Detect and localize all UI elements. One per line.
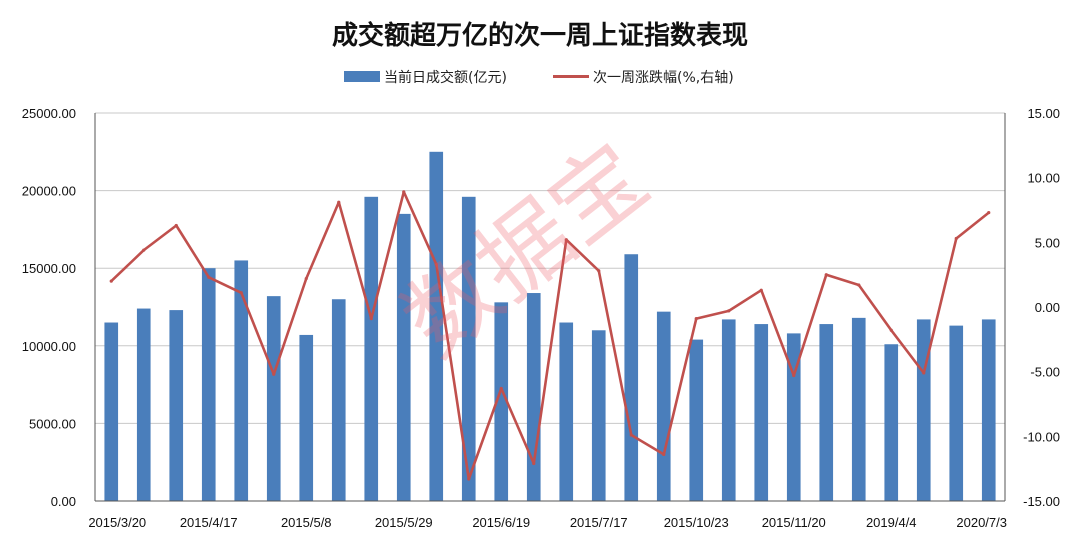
y-right-tick-label: -10.00: [1023, 429, 1060, 444]
line-point: [434, 262, 438, 266]
line-point: [369, 317, 373, 321]
x-tick-label: 2019/4/4: [866, 515, 917, 530]
line-point: [662, 452, 666, 457]
y-left-tick-label: 0.00: [51, 494, 76, 509]
bar: [884, 344, 899, 501]
x-tick-label: 2015/5/29: [375, 515, 433, 530]
y-left-tick-label: 20000.00: [22, 184, 76, 199]
x-tick-label: 2015/11/20: [762, 515, 826, 530]
line-point: [174, 223, 178, 228]
line-point: [207, 275, 211, 279]
line-point: [532, 461, 536, 466]
bar: [851, 317, 866, 501]
line-point: [109, 279, 113, 283]
y-left-tick-label: 25000.00: [22, 106, 76, 121]
y-right-tick-label: 10.00: [1027, 171, 1060, 186]
bar-series: [104, 151, 996, 502]
bar: [656, 311, 671, 501]
y-axis-left-labels: 0.00 5000.00 10000.00 15000.00 20000.00 25000…: [22, 106, 76, 509]
bar: [234, 260, 249, 501]
y-right-tick-label: 0.00: [1035, 300, 1060, 315]
legend-label-turnover: 当前日成交额(亿元): [384, 69, 507, 86]
bar: [624, 254, 639, 501]
line-point: [499, 386, 503, 391]
y-right-tick-label: 15.00: [1027, 106, 1060, 121]
legend-label-weekly-change: 次一周涨跌幅(%,右轴): [593, 70, 734, 86]
bar: [559, 322, 574, 501]
line-point: [337, 200, 341, 204]
bar: [494, 302, 509, 501]
line-point: [304, 276, 308, 281]
y-left-tick-label: 10000.00: [22, 339, 76, 354]
line-point: [142, 248, 146, 252]
x-tick-label: 2020/7/3: [956, 515, 1007, 530]
y-right-tick-label: -5.00: [1030, 365, 1060, 380]
bar: [949, 325, 964, 501]
y-right-tick-label: -15.00: [1023, 494, 1060, 509]
x-axis-labels: 2015/3/20 2015/4/17 2015/5/8 2015/5/29 2015/…: [88, 515, 1007, 530]
line-point: [759, 288, 763, 292]
bar: [169, 310, 184, 501]
bar: [429, 151, 444, 502]
line-series-group: [109, 190, 991, 481]
bar: [786, 333, 801, 501]
weekly-change-line: [110, 190, 990, 481]
bar: [136, 308, 151, 501]
line-point: [629, 433, 633, 437]
line-point: [792, 373, 796, 378]
axes: [94, 113, 1006, 502]
bar: [689, 339, 704, 501]
line-point: [987, 210, 991, 215]
y-right-tick-label: 5.00: [1035, 235, 1060, 250]
line-point: [467, 477, 471, 481]
x-tick-label: 2015/10/23: [664, 515, 729, 530]
bar: [916, 319, 931, 501]
legend: 当前日成交额(亿元) 次一周涨跌幅(%,右轴): [344, 69, 734, 86]
x-tick-label: 2015/3/20: [88, 515, 146, 530]
line-point: [597, 269, 601, 273]
bar: [104, 322, 119, 501]
bar: [721, 319, 736, 501]
line-point: [272, 372, 276, 376]
line-point: [857, 283, 861, 287]
bar: [331, 299, 346, 501]
line-point: [954, 236, 958, 241]
x-tick-label: 2015/5/8: [281, 515, 332, 530]
y-left-tick-label: 5000.00: [29, 416, 76, 431]
bar: [819, 324, 834, 501]
line-point: [889, 328, 893, 332]
bar: [364, 196, 379, 502]
line-point: [694, 317, 698, 321]
x-tick-label: 2015/4/17: [180, 515, 238, 530]
bar: [981, 319, 996, 501]
y-left-tick-label: 15000.00: [22, 261, 76, 276]
y-axis-right-labels: -15.00 -10.00 -5.00 0.00 5.00 10.00 15.00: [1023, 106, 1060, 509]
x-tick-label: 2015/6/19: [472, 515, 530, 530]
line-point: [239, 291, 243, 295]
line-point: [402, 190, 406, 194]
chart-title: 成交额超万亿的次一周上证指数表现: [332, 20, 748, 51]
bar: [299, 334, 314, 501]
bar: [461, 196, 476, 502]
bar: [396, 213, 411, 501]
bar: [526, 293, 541, 501]
line-point: [824, 273, 828, 277]
legend-bar-swatch: [344, 71, 380, 82]
line-point: [564, 238, 568, 242]
bar: [591, 330, 606, 501]
bar: [201, 268, 216, 501]
x-tick-label: 2015/7/17: [570, 515, 628, 530]
bar: [754, 324, 769, 501]
bar: [266, 296, 281, 501]
line-point: [922, 371, 926, 375]
line-point: [727, 309, 731, 313]
